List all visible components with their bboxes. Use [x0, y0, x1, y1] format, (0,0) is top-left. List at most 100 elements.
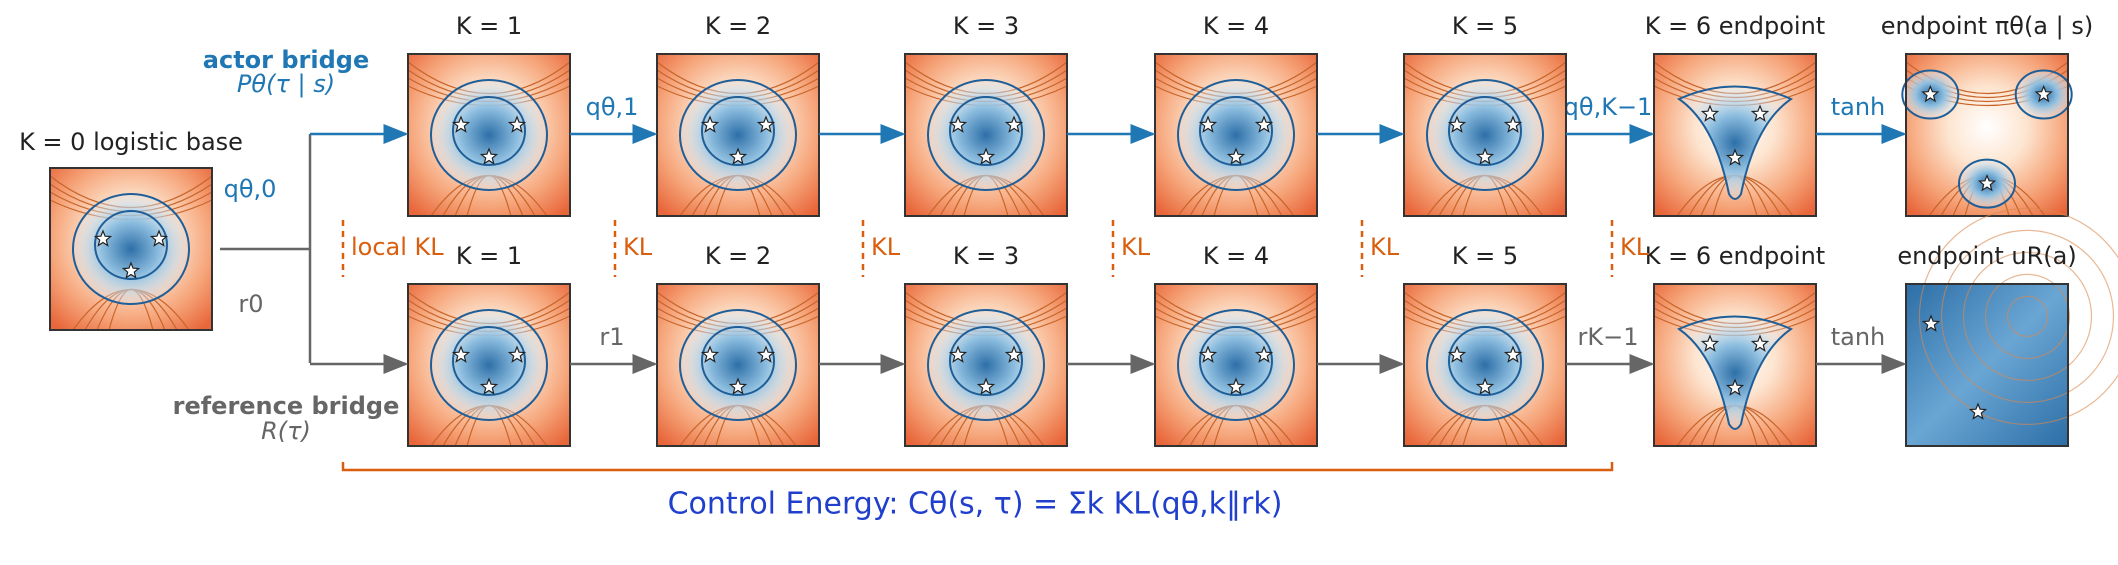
panel: [1154, 53, 1318, 217]
contour: [1918, 207, 2118, 425]
panel-title: K = 6 endpoint: [1645, 12, 1825, 40]
kl-label: KL: [1370, 233, 1400, 261]
star: [121, 261, 141, 279]
panel-title: endpoint uR(a): [1897, 242, 2076, 270]
star: [728, 377, 748, 395]
panel-title: endpoint πθ(a | s): [1881, 12, 2093, 40]
panel: [1154, 283, 1318, 447]
star: [1254, 345, 1274, 363]
panel: [49, 167, 213, 331]
star: [976, 377, 996, 395]
blob-inner: [94, 210, 168, 280]
edge-label: qθ,K−1: [1564, 93, 1653, 121]
star: [1254, 115, 1274, 133]
panel-title: K = 4: [1203, 242, 1269, 270]
star: [2034, 84, 2053, 103]
edge-label: tanh: [1831, 323, 1886, 351]
star: [728, 147, 748, 165]
star: [1968, 402, 1988, 420]
panel: [407, 283, 571, 447]
blob: [430, 309, 548, 421]
blob-inner: [1448, 326, 1522, 396]
panel: [904, 283, 1068, 447]
blob: [72, 193, 190, 305]
panel: [904, 53, 1068, 217]
star: [756, 115, 776, 133]
star: [1447, 345, 1467, 363]
star: [1977, 173, 1997, 192]
star: [507, 115, 527, 133]
panel: [656, 53, 820, 217]
star: [1198, 345, 1218, 363]
kl-label: KL: [1121, 233, 1151, 261]
edge-label: qθ,0: [224, 175, 277, 203]
star: [1226, 377, 1246, 395]
blob-inner: [949, 326, 1023, 396]
star: [1503, 345, 1523, 363]
star: [1503, 115, 1523, 133]
actor-title: actor bridge: [203, 46, 369, 74]
edge-label: r1: [599, 323, 624, 351]
star: [1198, 115, 1218, 133]
panel-title: K = 5: [1452, 12, 1518, 40]
star: [149, 229, 169, 247]
star: [1725, 378, 1745, 396]
panel-title: K = 3: [953, 242, 1019, 270]
star: [451, 115, 471, 133]
blob-inner: [701, 326, 775, 396]
star: [1475, 377, 1495, 395]
blob: [679, 309, 797, 421]
star: [479, 377, 499, 395]
star: [507, 345, 527, 363]
star: [976, 147, 996, 165]
blob-inner: [701, 96, 775, 166]
star: [1750, 104, 1770, 122]
panel: [407, 53, 571, 217]
star: [1004, 115, 1024, 133]
blob: [430, 79, 548, 191]
star: [700, 115, 720, 133]
panel-title: K = 3: [953, 12, 1019, 40]
footer: Control Energy: Cθ(s, τ) = Σk KL(qθ,k‖rk…: [668, 487, 1283, 522]
edge-label: tanh: [1831, 93, 1886, 121]
panel-frame: [49, 167, 213, 331]
panel-bg: [1906, 284, 2068, 446]
star: [1921, 314, 1941, 332]
star: [1725, 148, 1745, 166]
blob: [679, 79, 797, 191]
blob-inner: [1199, 326, 1273, 396]
panel: [1653, 53, 1817, 217]
star: [1700, 334, 1720, 352]
panel-title: K = 1: [456, 12, 522, 40]
star: [700, 345, 720, 363]
star: [1750, 334, 1770, 352]
star: [451, 345, 471, 363]
kl-label: KL: [1620, 233, 1650, 261]
actor-subtitle: Pθ(τ | s): [237, 70, 335, 98]
panel-title: K = 2: [705, 12, 771, 40]
panel: [1403, 53, 1567, 217]
panel: [656, 283, 820, 447]
edge-label: rK−1: [1578, 323, 1639, 351]
panel: [1905, 207, 2118, 447]
blob: [1177, 309, 1295, 421]
contour: [1962, 251, 2093, 381]
edge-label: r0: [238, 290, 263, 318]
panel: [1901, 53, 2073, 217]
panel-title: K = 2: [705, 242, 771, 270]
bracket: [341, 462, 1614, 472]
blob-inner: [452, 96, 526, 166]
star: [479, 147, 499, 165]
panel: [1653, 283, 1817, 447]
contour: [1940, 229, 2115, 403]
kl-label: KL: [623, 233, 653, 261]
blob: [1426, 79, 1544, 191]
star: [1921, 84, 1940, 103]
kl-label: KL: [871, 233, 901, 261]
blob: [1426, 309, 1544, 421]
blob-inner: [1199, 96, 1273, 166]
panel-title: K = 1: [456, 242, 522, 270]
base-title: K = 0 logistic base: [19, 128, 243, 156]
star: [1700, 104, 1720, 122]
